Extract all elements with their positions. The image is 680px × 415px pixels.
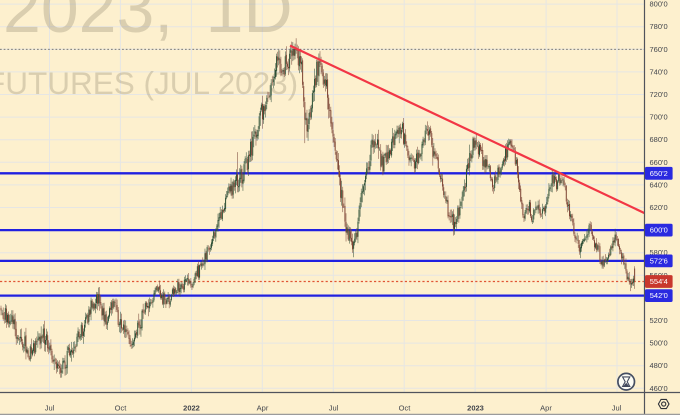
svg-text:460'0: 460'0 — [650, 384, 668, 393]
svg-text:480'0: 480'0 — [650, 361, 668, 370]
svg-text:650'2: 650'2 — [650, 169, 668, 178]
svg-text:800'0: 800'0 — [650, 0, 668, 9]
svg-text:2022: 2022 — [183, 404, 200, 413]
svg-text:Apr: Apr — [540, 404, 552, 413]
svg-text:520'0: 520'0 — [650, 316, 668, 325]
svg-text:554'4: 554'4 — [650, 277, 668, 286]
svg-text:500'0: 500'0 — [650, 339, 668, 348]
svg-text:Oct: Oct — [399, 404, 412, 413]
svg-text:600'0: 600'0 — [650, 226, 668, 235]
svg-text:700'0: 700'0 — [650, 113, 668, 122]
svg-text:780'0: 780'0 — [650, 22, 668, 31]
svg-text:760'0: 760'0 — [650, 45, 668, 54]
svg-text:Apr: Apr — [257, 404, 269, 413]
svg-text:640'0: 640'0 — [650, 180, 668, 189]
svg-text:680'0: 680'0 — [650, 135, 668, 144]
svg-text:580'0: 580'0 — [650, 248, 668, 257]
svg-text:Jul: Jul — [329, 404, 339, 413]
svg-text:2023: 2023 — [467, 404, 484, 413]
svg-text:572'6: 572'6 — [650, 257, 668, 266]
svg-text:740'0: 740'0 — [650, 67, 668, 76]
svg-text:FUTURES (JUL 2023): FUTURES (JUL 2023) — [0, 65, 298, 101]
svg-text:2023, 1D: 2023, 1D — [3, 0, 293, 47]
svg-text:660'0: 660'0 — [650, 158, 668, 167]
svg-text:720'0: 720'0 — [650, 90, 668, 99]
svg-text:542'0: 542'0 — [650, 291, 668, 300]
svg-text:620'0: 620'0 — [650, 203, 668, 212]
svg-text:Jul: Jul — [612, 404, 622, 413]
svg-text:Oct: Oct — [115, 404, 128, 413]
svg-text:Jul: Jul — [45, 404, 55, 413]
